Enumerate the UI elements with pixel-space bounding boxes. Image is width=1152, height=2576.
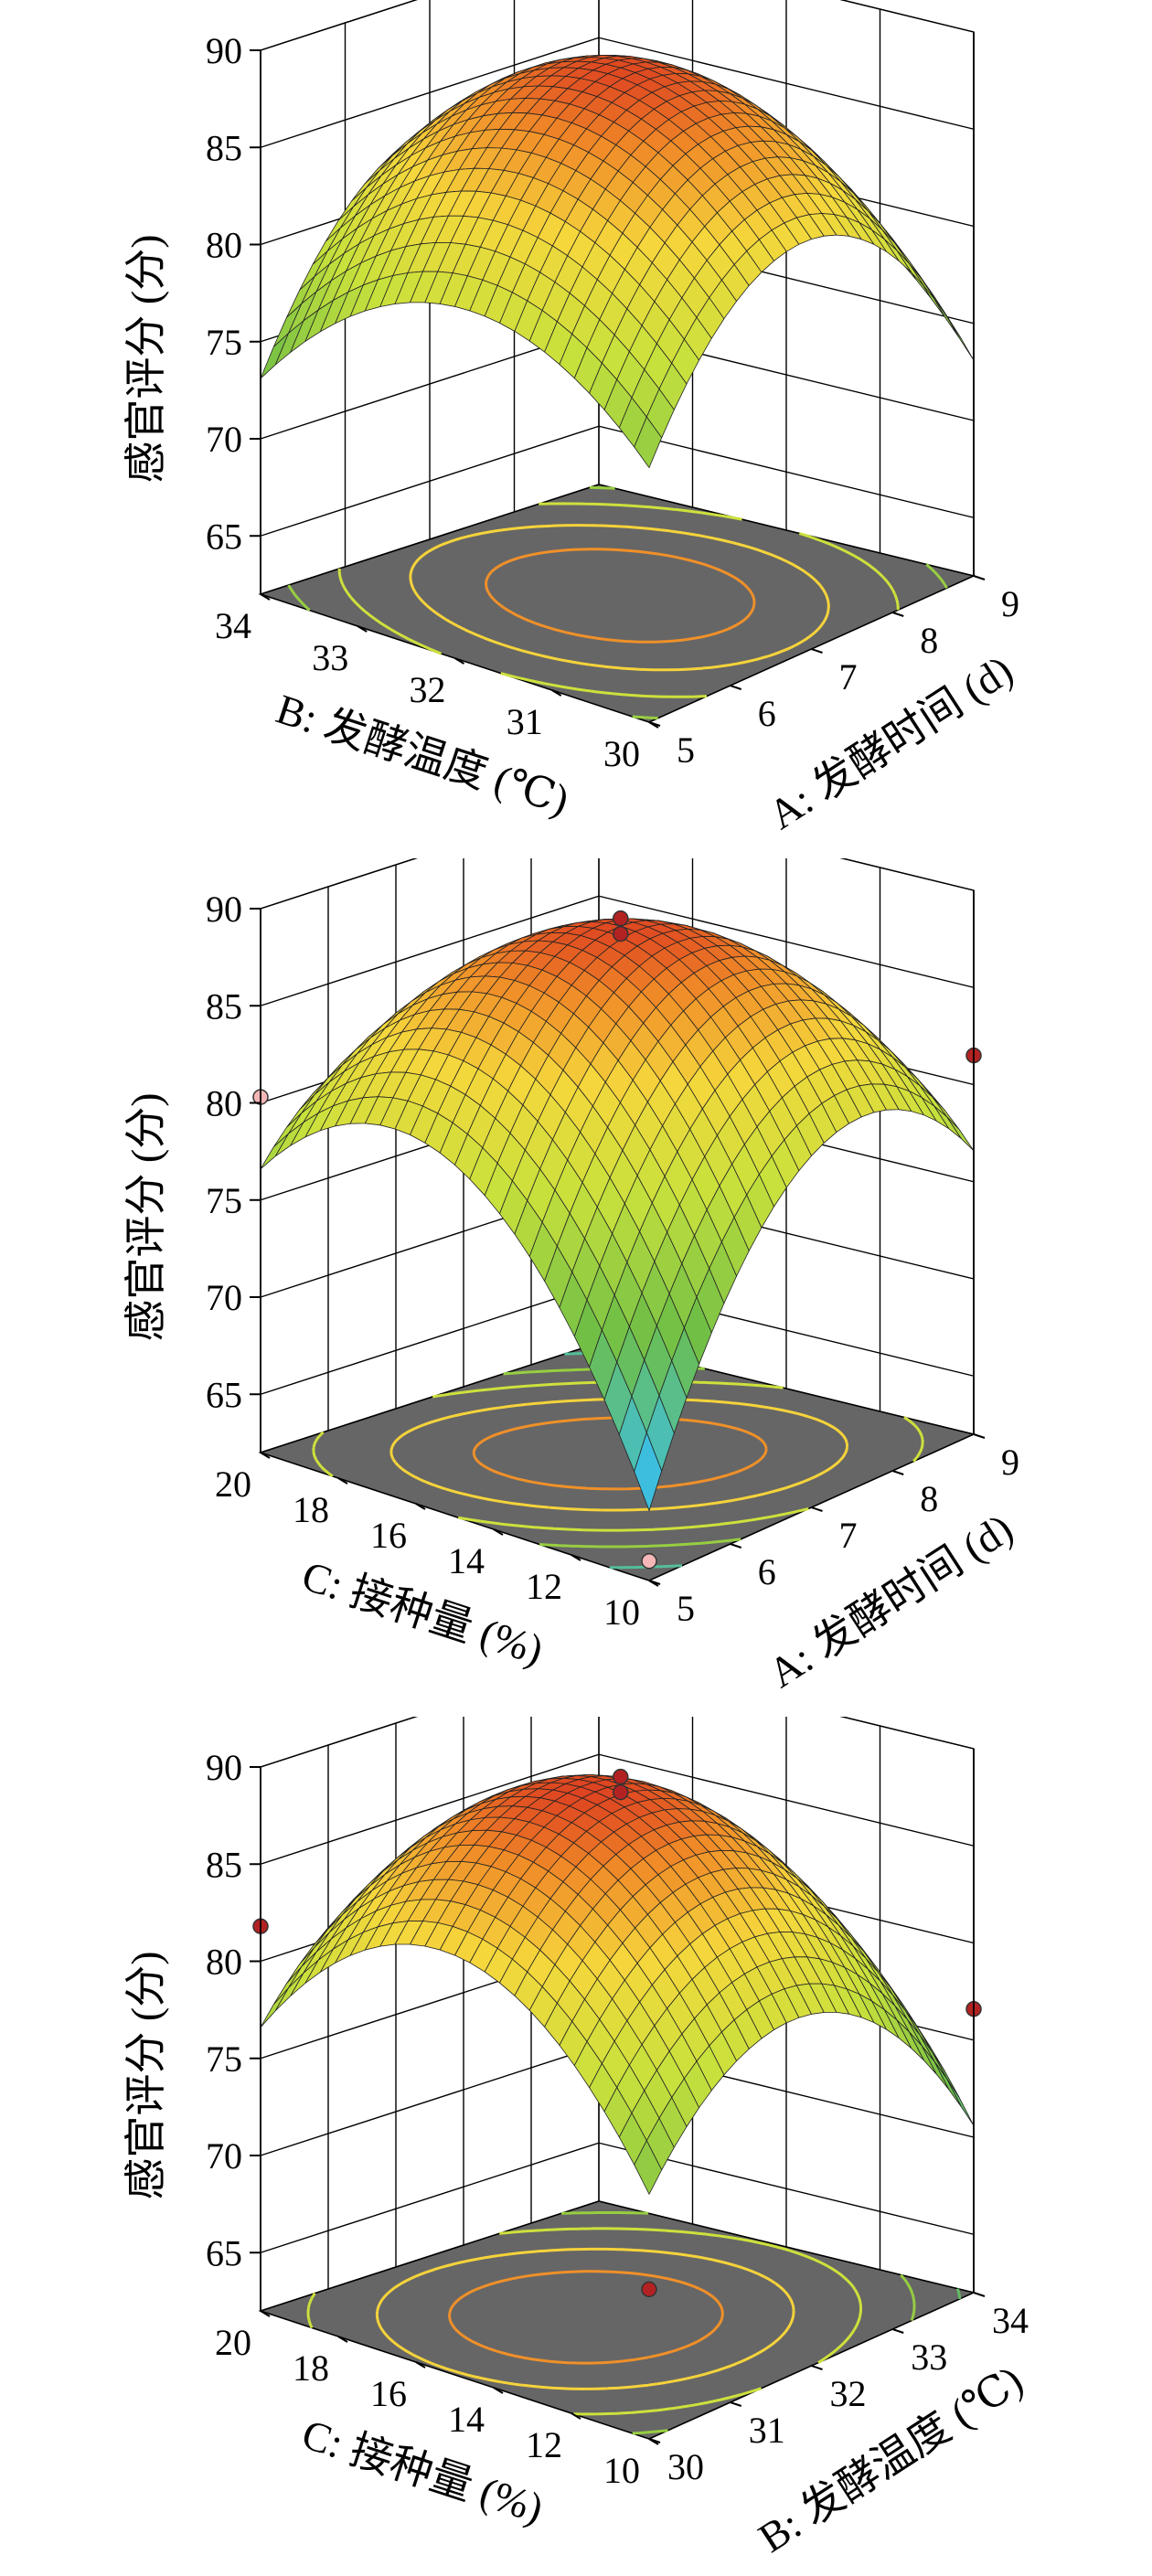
y-tick-label: 31: [507, 701, 543, 742]
contour-line: [337, 502, 900, 698]
z-tick-label: 70: [206, 1277, 242, 1318]
y-tick-label: 14: [448, 1540, 485, 1581]
contour-line: [485, 548, 756, 644]
y-tick-label: 34: [215, 605, 251, 646]
y-tick-label: 18: [293, 2347, 329, 2389]
y-tick-label: 20: [215, 2322, 251, 2363]
y-axis-label: C: 接种量 (%): [296, 2411, 549, 2532]
y-tick-label: 32: [410, 669, 446, 710]
y-tick-label: 12: [526, 2424, 562, 2465]
x-tick-label: 8: [920, 620, 938, 661]
floor-contours: [306, 2211, 962, 2435]
y-tick-label: 16: [370, 1515, 407, 1556]
x-tick-label: 32: [830, 2373, 867, 2414]
y-tick-label: 12: [526, 1566, 562, 1607]
response-surface: [260, 54, 975, 469]
contour-line: [448, 2270, 724, 2365]
z-tick-label: 80: [206, 1942, 242, 1983]
x-tick-label: 7: [839, 1515, 858, 1556]
z-axis-label: 感官评分 (分): [123, 1092, 169, 1341]
z-tick-label: 65: [206, 2232, 242, 2273]
y-axis-label: C: 接种量 (%): [296, 1552, 549, 1674]
z-tick-label: 85: [206, 1844, 242, 1885]
contour-line: [560, 2211, 916, 2435]
x-axis-label: A: 发酵时间 (d): [761, 1505, 1021, 1697]
response-surface: [260, 1773, 975, 2196]
x-tick-label: 9: [1001, 583, 1019, 624]
floor-plane: [258, 484, 976, 723]
z-axis-label: 感官评分 (分): [123, 234, 169, 483]
y-tick-label: 33: [312, 637, 348, 678]
x-tick-label: 6: [758, 1551, 776, 1592]
design-point: [613, 910, 629, 927]
z-tick-label: 90: [206, 889, 242, 930]
axis-frame: [260, 890, 975, 1453]
y-tick-label: 14: [448, 2399, 485, 2440]
response-surface-chart-2: 90 85 80 75 70 65 感官评分 (分) 10 12 14 16 18 20 C: 接种量 (…: [0, 858, 1152, 1717]
y-tick-label: 20: [215, 1464, 251, 1505]
floor-contours: [287, 485, 948, 720]
z-axis-label: 感官评分 (分): [123, 1951, 169, 2199]
z-tick-label: 70: [206, 419, 242, 460]
design-point: [641, 1553, 657, 1570]
x-tick-label: 8: [920, 1478, 938, 1519]
z-axis: 90 85 80 75 70 65 感官评分 (分): [123, 30, 261, 557]
axis-frame: [260, 1749, 975, 2311]
response-surface: [260, 918, 975, 1512]
z-tick-label: 75: [206, 2038, 242, 2080]
design-point: [613, 1783, 629, 1801]
z-tick-label: 85: [206, 985, 242, 1027]
contour-line: [409, 524, 830, 672]
x-tick-label: 7: [839, 656, 858, 697]
floor-plane: [258, 2200, 976, 2440]
z-tick-label: 90: [206, 1747, 242, 1788]
y-tick-label: 10: [603, 2450, 640, 2491]
z-tick-label: 75: [206, 1180, 242, 1221]
y-tick-label: 16: [370, 2373, 407, 2414]
z-tick-label: 90: [206, 30, 242, 71]
response-surface-chart-1: 90 85 80 75 70 65 感官评分 (分) 30 31 32 33 34 B: 发酵温度 (℃…: [0, 0, 1152, 858]
contour-line: [375, 2247, 795, 2390]
x-tick-label: 9: [1001, 1442, 1019, 1483]
x-tick-label: 31: [749, 2410, 785, 2451]
z-tick-label: 80: [206, 225, 242, 266]
z-tick-label: 70: [206, 2135, 242, 2177]
z-axis: 90 85 80 75 70 65 感官评分 (分): [123, 889, 261, 1415]
x-tick-label: 33: [911, 2336, 947, 2378]
design-point: [641, 2281, 657, 2298]
response-surface-chart-3: 90 85 80 75 70 65 感官评分 (分) 10 12 14 16 18 20 C: 接种量 (…: [0, 1717, 1152, 2575]
x-tick-label: 6: [758, 693, 776, 734]
chart-svg: 90 85 80 75 70 65 感官评分 (分) 10 12 14 16 18 20 C: 接种量 (…: [123, 1717, 1031, 2561]
contour-line: [287, 485, 948, 720]
contour-line: [955, 2288, 962, 2300]
x-tick-label: 30: [667, 2446, 704, 2487]
design-point: [613, 925, 629, 942]
design-point: [613, 1768, 629, 1785]
x-tick-label: 34: [992, 2300, 1029, 2341]
z-tick-label: 65: [206, 1374, 242, 1415]
z-tick-label: 75: [206, 322, 242, 363]
z-tick-label: 80: [206, 1083, 242, 1124]
x-axis-label: B: 发酵温度 (℃): [751, 2357, 1031, 2561]
y-tick-label: 18: [293, 1489, 329, 1530]
z-tick-label: 65: [206, 516, 242, 557]
y-tick-label: 30: [603, 733, 640, 774]
z-tick-label: 85: [206, 127, 242, 168]
contour-line: [472, 1416, 768, 1491]
x-axis-label: A: 发酵时间 (d): [761, 646, 1021, 838]
x-tick-label: 5: [677, 729, 695, 771]
y-tick-label: 10: [603, 1591, 640, 1633]
axis-frame: [260, 32, 975, 594]
z-axis: 90 85 80 75 70 65 感官评分 (分): [123, 1747, 261, 2273]
contour-line: [306, 2227, 862, 2416]
x-tick-label: 5: [677, 1588, 695, 1629]
